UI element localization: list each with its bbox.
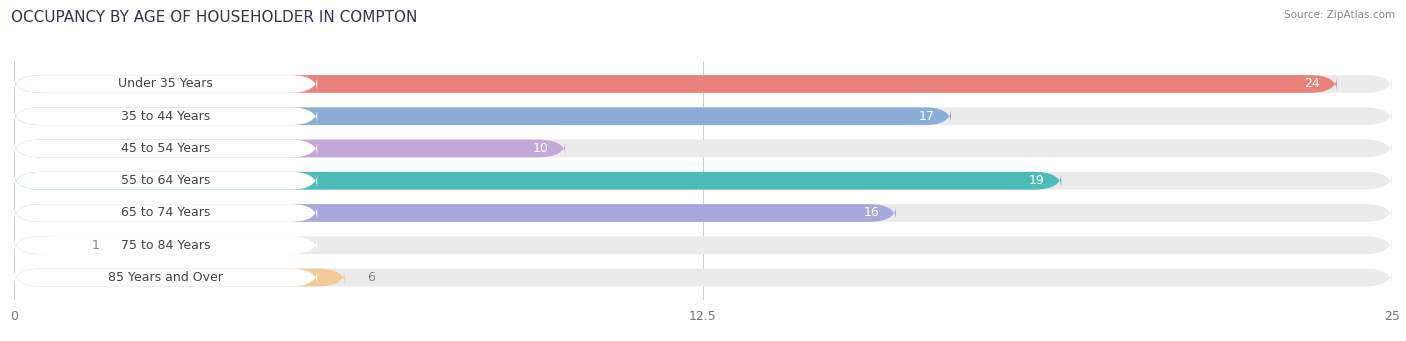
Text: 16: 16 [863, 207, 879, 220]
FancyBboxPatch shape [14, 75, 1392, 93]
FancyBboxPatch shape [14, 107, 1392, 125]
FancyBboxPatch shape [14, 172, 318, 190]
FancyBboxPatch shape [14, 172, 1062, 190]
FancyBboxPatch shape [14, 236, 69, 254]
FancyBboxPatch shape [14, 269, 344, 286]
FancyBboxPatch shape [14, 107, 318, 125]
FancyBboxPatch shape [14, 75, 1337, 93]
FancyBboxPatch shape [14, 236, 1392, 254]
FancyBboxPatch shape [14, 139, 1392, 157]
FancyBboxPatch shape [14, 139, 318, 157]
Text: 55 to 64 Years: 55 to 64 Years [121, 174, 211, 187]
Text: 10: 10 [533, 142, 548, 155]
FancyBboxPatch shape [14, 204, 318, 222]
Text: 65 to 74 Years: 65 to 74 Years [121, 207, 211, 220]
FancyBboxPatch shape [14, 204, 1392, 222]
Text: OCCUPANCY BY AGE OF HOUSEHOLDER IN COMPTON: OCCUPANCY BY AGE OF HOUSEHOLDER IN COMPT… [11, 10, 418, 25]
FancyBboxPatch shape [14, 269, 318, 286]
FancyBboxPatch shape [14, 139, 565, 157]
Text: 6: 6 [367, 271, 374, 284]
Text: 17: 17 [918, 110, 935, 123]
Text: Under 35 Years: Under 35 Years [118, 77, 214, 90]
Text: Source: ZipAtlas.com: Source: ZipAtlas.com [1284, 10, 1395, 20]
Text: 19: 19 [1029, 174, 1045, 187]
FancyBboxPatch shape [14, 75, 318, 93]
FancyBboxPatch shape [14, 107, 950, 125]
Text: 1: 1 [91, 239, 98, 252]
Text: 85 Years and Over: 85 Years and Over [108, 271, 224, 284]
Text: 24: 24 [1305, 77, 1320, 90]
FancyBboxPatch shape [14, 204, 896, 222]
FancyBboxPatch shape [14, 236, 318, 254]
FancyBboxPatch shape [14, 172, 1392, 190]
Text: 75 to 84 Years: 75 to 84 Years [121, 239, 211, 252]
Text: 45 to 54 Years: 45 to 54 Years [121, 142, 211, 155]
Text: 35 to 44 Years: 35 to 44 Years [121, 110, 211, 123]
FancyBboxPatch shape [14, 269, 1392, 286]
